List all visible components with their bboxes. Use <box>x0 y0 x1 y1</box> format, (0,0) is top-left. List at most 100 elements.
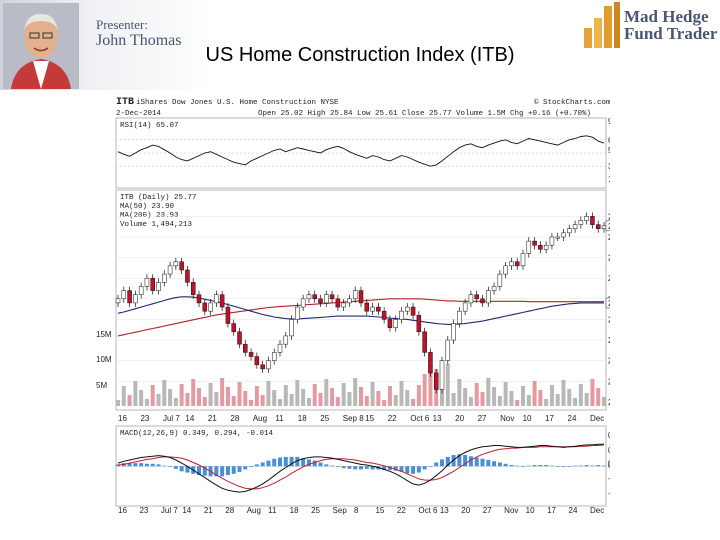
x-tick-label: 25 <box>320 414 329 423</box>
candle-body <box>266 360 271 370</box>
candle-body <box>572 224 578 229</box>
candle-body <box>283 335 289 345</box>
volume-tick-label: 5M <box>96 381 107 390</box>
rsi-tick-label: 30 <box>608 162 610 171</box>
x-tick-label: Nov <box>504 506 518 515</box>
volume-bar <box>208 383 213 406</box>
candle-body <box>214 294 219 304</box>
x-tick-label: 23 <box>139 506 148 515</box>
volume-bar <box>139 390 144 406</box>
volume-bar <box>428 360 433 406</box>
candle-body <box>405 306 410 312</box>
volume-bar <box>133 381 138 406</box>
volume-bar <box>578 384 583 406</box>
candle-body <box>202 302 208 312</box>
candle-body <box>312 294 317 300</box>
macd-histogram-bar <box>428 466 433 467</box>
presenter-name: John Thomas <box>96 32 182 49</box>
candle-body <box>237 331 242 345</box>
volume-bar <box>492 387 497 406</box>
volume-bar <box>335 397 340 406</box>
candle-body <box>370 306 375 312</box>
x-tick-label: Dec <box>590 414 604 423</box>
macd-histogram-bar <box>515 465 520 467</box>
volume-bar <box>596 388 601 406</box>
macd-histogram-bar <box>544 465 549 467</box>
price-legend-2: MA(50) 23.90 <box>120 203 175 211</box>
x-tick-label: 10 <box>526 506 535 515</box>
macd-histogram-bar <box>353 466 358 470</box>
candle-body <box>468 294 474 304</box>
volume-bar <box>341 383 346 406</box>
macd-histogram-bar <box>602 465 606 467</box>
volume-bar <box>411 399 416 406</box>
candle-body <box>584 216 589 221</box>
macd-histogram-bar <box>445 456 450 467</box>
x-tick-label: 17 <box>545 414 554 423</box>
candle-body <box>474 294 479 300</box>
volume-bar <box>376 391 381 406</box>
mad-hedge-logo <box>580 2 720 48</box>
macd-histogram-bar <box>526 465 531 467</box>
presenter-block: Presenter: John Thomas <box>96 18 226 50</box>
presenter-photo <box>3 3 79 89</box>
candle-body <box>497 273 503 287</box>
macd-histogram-bar <box>324 464 329 467</box>
volume-bar <box>538 390 543 406</box>
macd-histogram-bar <box>272 458 277 467</box>
volume-bar <box>445 364 450 406</box>
volume-bar <box>173 398 178 406</box>
macd-histogram-bar <box>266 460 271 467</box>
x-tick-label: 13 <box>433 414 442 423</box>
candle-body <box>445 339 451 361</box>
macd-histogram-bar <box>116 464 120 467</box>
candle-body <box>225 306 231 324</box>
candle-body <box>185 269 190 283</box>
volume-bar <box>486 378 491 406</box>
candle-body <box>300 298 306 308</box>
x-tick-label: 10 <box>523 414 532 423</box>
macd-tick-label: 0.25 <box>608 446 610 455</box>
x-tick-label: 16 <box>118 506 127 515</box>
candle-body <box>526 240 532 254</box>
candle-body <box>439 360 445 390</box>
candle-body <box>196 294 202 304</box>
macd-histogram-bar <box>555 466 560 467</box>
candle-body <box>335 298 341 308</box>
x-tick-label: Oct 6 <box>418 506 438 515</box>
x-tick-label: 14 <box>182 506 191 515</box>
x-tick-label: 24 <box>569 506 578 515</box>
macd-histogram-bar <box>249 466 254 467</box>
candle-body <box>127 290 132 304</box>
candle-body <box>416 315 422 333</box>
macd-histogram-bar <box>289 456 294 467</box>
x-tick-label: Aug <box>253 414 267 423</box>
candle-body <box>295 306 300 320</box>
candle-body <box>248 352 254 357</box>
macd-histogram-bar <box>202 466 207 476</box>
volume-bar <box>573 398 578 406</box>
x-tick-label: 18 <box>298 414 307 423</box>
macd-histogram-bar <box>532 465 537 467</box>
candle-body <box>306 294 312 300</box>
macd-histogram-bar <box>162 465 167 467</box>
candle-body <box>277 343 283 353</box>
macd-histogram-bar <box>283 456 288 467</box>
macd-histogram-bar <box>237 466 242 472</box>
macd-histogram-bar <box>411 466 416 474</box>
macd-tick-label: -0.50 <box>608 489 610 498</box>
macd-histogram-bar <box>306 459 311 467</box>
volume-bar <box>289 394 294 406</box>
chart-quote: Open 25.02 High 25.84 Low 25.61 Close 25… <box>258 110 591 118</box>
price-right-label: 25.77 <box>608 222 610 231</box>
volume-bar <box>295 380 300 406</box>
chart-canvas: ITB iShares Dow Jones U.S. Home Construc… <box>96 94 633 516</box>
candle-body <box>422 331 427 353</box>
volume-tick-label: 15M <box>96 330 112 339</box>
candle-body <box>179 261 184 271</box>
candle-body <box>491 286 497 291</box>
volume-bar <box>243 391 248 406</box>
macd-histogram-bar <box>173 466 178 469</box>
volume-bar <box>306 398 311 406</box>
volume-bar <box>202 397 207 406</box>
